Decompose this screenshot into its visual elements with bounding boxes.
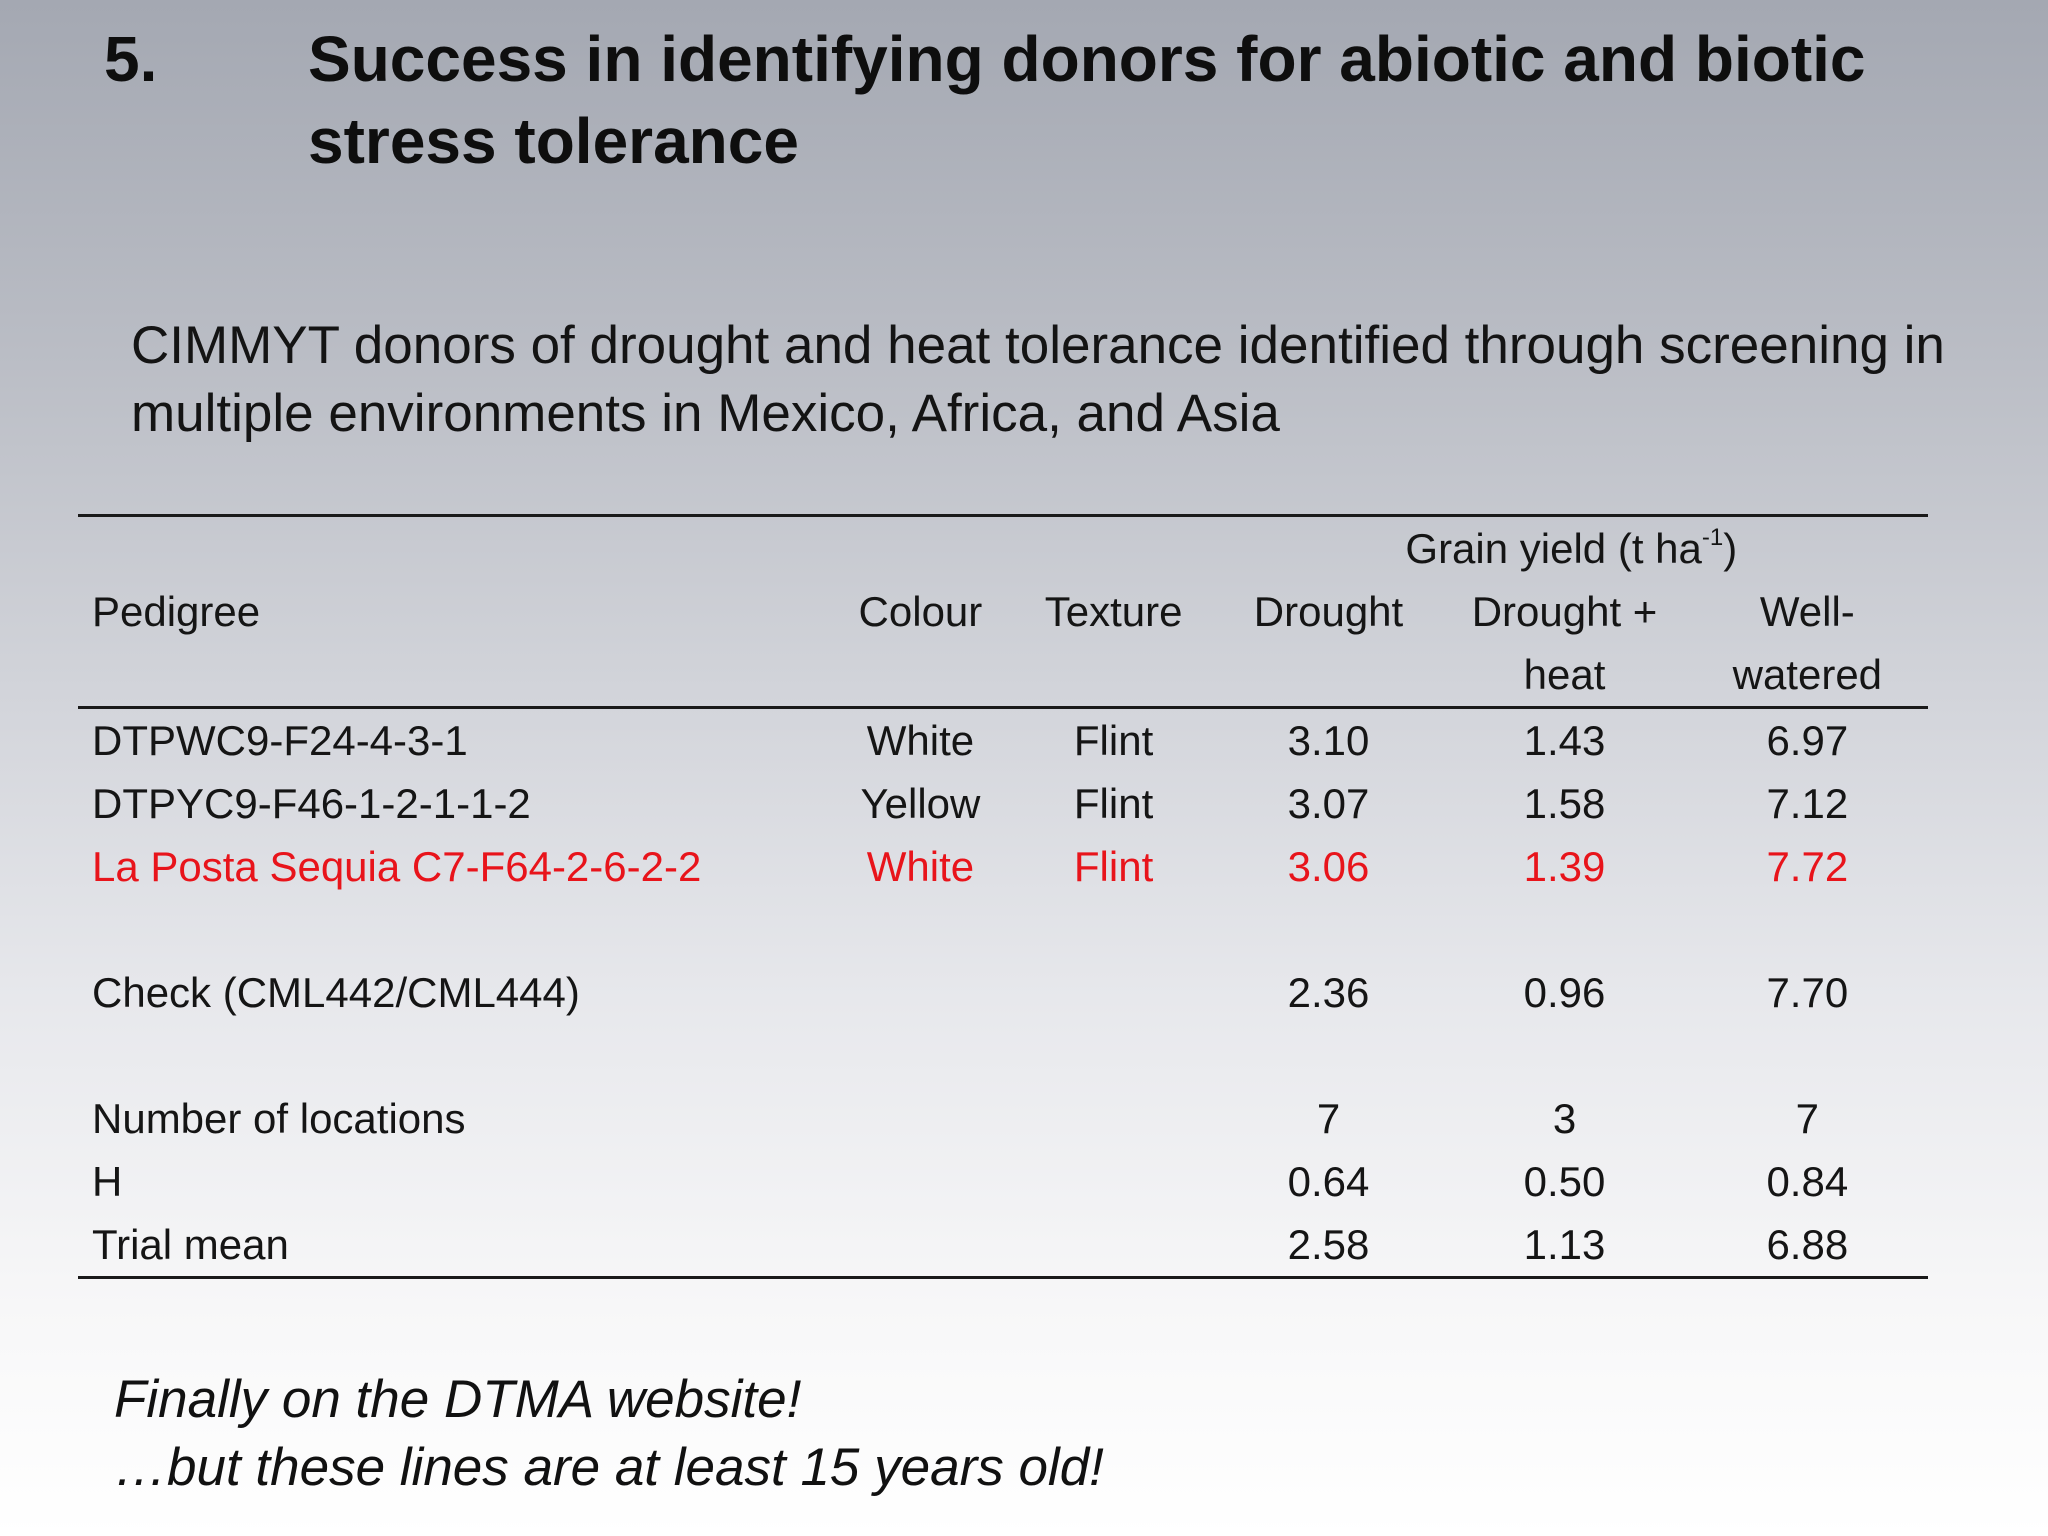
- table-spacer: [78, 898, 1928, 961]
- cell-texture: Flint: [1073, 780, 1154, 827]
- table-row-stat: Trial mean 2.58 1.13 6.88: [78, 1213, 1928, 1279]
- header-texture: Texture: [1044, 588, 1183, 635]
- table-row: DTPWC9-F24-4-3-1 White Flint 3.10 1.43 6…: [78, 708, 1928, 773]
- cell-drought-heat: 1.58: [1523, 780, 1606, 827]
- cell-well-watered: 7.12: [1766, 780, 1849, 827]
- cell-drought: 2.58: [1214, 1213, 1443, 1279]
- cell-well-watered: 6.88: [1686, 1213, 1928, 1279]
- header-pedigree: Pedigree: [92, 588, 261, 635]
- cell-drought-heat: 1.13: [1442, 1213, 1687, 1279]
- header-drought: Drought: [1253, 588, 1404, 635]
- header-well-watered: Well-: [1759, 588, 1855, 635]
- cell-pedigree: DTPWC9-F24-4-3-1: [92, 717, 468, 764]
- cell-drought: 2.36: [1287, 969, 1370, 1016]
- cell-drought-heat: 0.50: [1523, 1158, 1606, 1205]
- cell-drought-heat: 3: [1552, 1095, 1577, 1142]
- table-row-check: Check (CML442/CML444) 2.36 0.96 7.70: [78, 961, 1928, 1024]
- cell-drought-heat: 0.96: [1523, 969, 1606, 1016]
- cell-drought-heat: 1.43: [1523, 717, 1606, 764]
- table-row: DTPYC9-F46-1-2-1-1-2 Yellow Flint 3.07 1…: [78, 772, 1928, 835]
- cell-drought-heat: 1.39: [1523, 843, 1606, 890]
- cell-drought: 0.64: [1287, 1158, 1370, 1205]
- table-row-highlighted: La Posta Sequia C7-F64-2-6-2-2 White Fli…: [78, 835, 1928, 898]
- cell-well-watered: 7.72: [1766, 843, 1849, 890]
- table-header-row-2: heat watered: [78, 643, 1928, 709]
- table-spacer: [78, 1024, 1928, 1087]
- slide-number: 5.: [104, 23, 158, 95]
- cell-drought: 3.07: [1287, 780, 1370, 827]
- cell-check-label: Check (CML442/CML444): [92, 969, 580, 1016]
- cell-drought: 3.06: [1287, 843, 1370, 890]
- cell-pedigree: La Posta Sequia C7-F64-2-6-2-2: [92, 843, 702, 890]
- cell-well-watered: 7: [1795, 1095, 1819, 1142]
- cell-drought: 7: [1316, 1095, 1341, 1142]
- footnote: Finally on the DTMA website! …but these …: [114, 1366, 1104, 1502]
- header-well-watered-line2: watered: [1686, 643, 1928, 709]
- donor-table: Grain yield (t ha-1) Pedigree Colour Tex…: [78, 514, 1928, 1279]
- header-drought-heat-line2: heat: [1442, 643, 1687, 709]
- cell-well-watered: 7.70: [1766, 969, 1849, 1016]
- cell-colour: Yellow: [860, 780, 981, 827]
- table-row-stat: H 0.64 0.50 0.84: [78, 1150, 1928, 1213]
- cell-well-watered: 0.84: [1766, 1158, 1849, 1205]
- header-drought-heat: Drought +: [1471, 588, 1658, 635]
- cell-pedigree: DTPYC9-F46-1-2-1-1-2: [92, 780, 531, 827]
- table-group-header-row: Grain yield (t ha-1): [78, 514, 1928, 580]
- header-colour: Colour: [858, 588, 983, 635]
- slide-title: Success in identifying donors for abioti…: [308, 23, 1866, 177]
- cell-stat-label: H: [92, 1158, 123, 1205]
- table-header-row: Pedigree Colour Texture Drought Drought …: [78, 580, 1928, 643]
- footnote-line-1: Finally on the DTMA website!: [114, 1370, 802, 1429]
- cell-stat-label: Number of locations: [92, 1095, 466, 1142]
- grain-yield-header: Grain yield (t ha-1): [1214, 514, 1928, 580]
- cell-well-watered: 6.97: [1766, 717, 1849, 764]
- table-row-stat: Number of locations 7 3 7: [78, 1087, 1928, 1150]
- cell-texture: Flint: [1073, 717, 1154, 764]
- cell-colour: White: [866, 843, 975, 890]
- cell-stat-label: Trial mean: [78, 1213, 829, 1279]
- slide-subtitle: CIMMYT donors of drought and heat tolera…: [131, 316, 1945, 443]
- footnote-line-2: …but these lines are at least 15 years o…: [114, 1438, 1104, 1497]
- cell-texture: Flint: [1073, 843, 1154, 890]
- cell-drought: 3.10: [1287, 717, 1370, 764]
- cell-colour: White: [866, 717, 975, 764]
